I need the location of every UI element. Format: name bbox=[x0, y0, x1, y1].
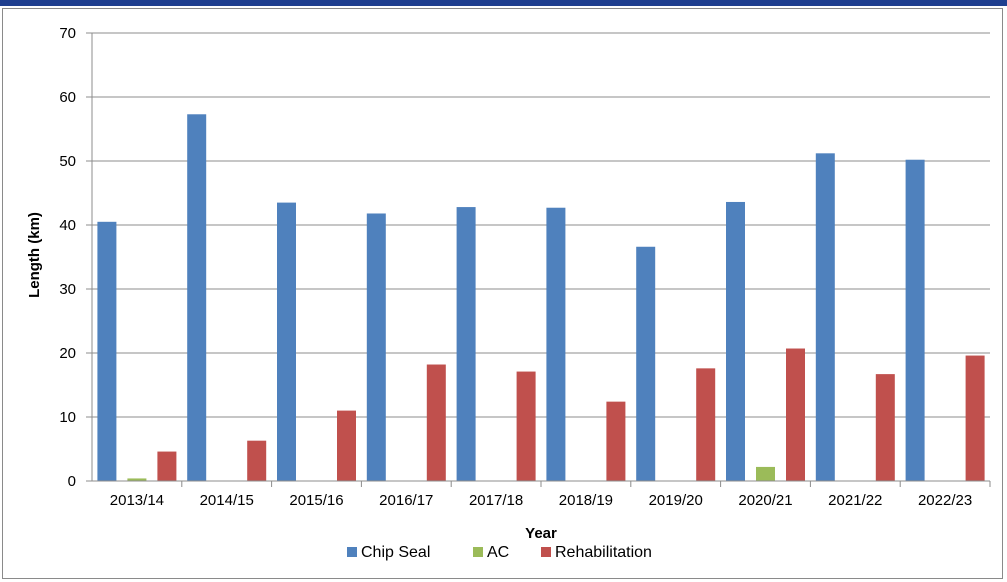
y-axis-title: Length (km) bbox=[26, 212, 43, 298]
x-tick-label: 2016/17 bbox=[379, 492, 433, 509]
bar-chip-seal-2015-16 bbox=[277, 202, 296, 481]
bar-chip-seal-2018-19 bbox=[546, 207, 566, 481]
x-tick-label: 2017/18 bbox=[469, 492, 523, 509]
x-tick-label: 2019/20 bbox=[649, 492, 703, 509]
x-tick-label: 2015/16 bbox=[289, 492, 343, 509]
chart-border bbox=[2, 8, 1003, 579]
x-tick-label: 2014/15 bbox=[200, 492, 254, 509]
x-tick-label: 2020/21 bbox=[738, 492, 792, 509]
bar-rehabilitation-2022-23 bbox=[965, 355, 985, 481]
x-tick-label: 2022/23 bbox=[918, 492, 972, 509]
y-tick-label: 60 bbox=[59, 89, 76, 106]
bar-rehabilitation-2016-17 bbox=[426, 364, 446, 481]
x-tick-labels: 2013/14 2014/15 2015/16 2016/17 2017/18 2018/… bbox=[110, 492, 972, 509]
x-tick-label: 2013/14 bbox=[110, 492, 164, 509]
y-tick-label: 40 bbox=[59, 217, 76, 234]
y-tick-label: 50 bbox=[59, 153, 76, 170]
bar-rehabilitation-2017-18 bbox=[516, 371, 536, 481]
bar-chip-seal-2021-22 bbox=[815, 153, 835, 481]
bar-rehabilitation-2021-22 bbox=[875, 374, 895, 481]
legend-item-rehabilitation: Rehabilitation bbox=[541, 544, 652, 561]
axes bbox=[91, 33, 991, 487]
bar-rehabilitation-2015-16 bbox=[337, 410, 356, 481]
x-tick-label: 2018/19 bbox=[559, 492, 613, 509]
legend-item-ac: AC bbox=[473, 544, 509, 561]
legend-swatch bbox=[541, 547, 551, 557]
bar-chip-seal-2016-17 bbox=[366, 213, 386, 482]
y-tick-label: 0 bbox=[68, 473, 76, 490]
legend-swatch bbox=[347, 547, 357, 557]
legend-label: AC bbox=[487, 544, 509, 561]
x-axis-title: Year bbox=[525, 525, 557, 542]
legend: Chip Seal AC Rehabilitation bbox=[347, 544, 652, 561]
bar-chip-seal-2020-21 bbox=[726, 201, 745, 481]
y-tick-label: 70 bbox=[59, 25, 76, 42]
gridlines bbox=[86, 32, 990, 482]
bar-ac-2013-14 bbox=[127, 478, 147, 481]
y-tick-label: 30 bbox=[59, 281, 76, 298]
bar-chip-seal-2014-15 bbox=[187, 114, 207, 481]
y-tick-label: 10 bbox=[59, 409, 76, 426]
legend-label: Rehabilitation bbox=[555, 544, 652, 561]
legend-item-chip-seal: Chip Seal bbox=[347, 544, 430, 561]
top-banner bbox=[0, 0, 1007, 6]
x-tick-label: 2021/22 bbox=[828, 492, 882, 509]
bar-ac-2020-21 bbox=[756, 466, 775, 481]
legend-swatch bbox=[473, 547, 483, 557]
y-tick-labels: 0 10 20 30 40 50 60 70 bbox=[59, 25, 76, 490]
legend-label: Chip Seal bbox=[361, 544, 430, 561]
bar-rehabilitation-2013-14 bbox=[157, 451, 177, 481]
bars bbox=[97, 114, 985, 482]
bar-chip-seal-2013-14 bbox=[97, 221, 117, 482]
bar-rehabilitation-2014-15 bbox=[247, 440, 267, 481]
bar-rehabilitation-2018-19 bbox=[606, 401, 626, 481]
bar-chip-seal-2019-20 bbox=[636, 246, 656, 481]
y-tick-label: 20 bbox=[59, 345, 76, 362]
bar-rehabilitation-2020-21 bbox=[786, 348, 805, 481]
bar-rehabilitation-2019-20 bbox=[696, 368, 716, 481]
bar-chip-seal-2017-18 bbox=[456, 207, 476, 481]
bar-chip-seal-2022-23 bbox=[905, 159, 925, 481]
